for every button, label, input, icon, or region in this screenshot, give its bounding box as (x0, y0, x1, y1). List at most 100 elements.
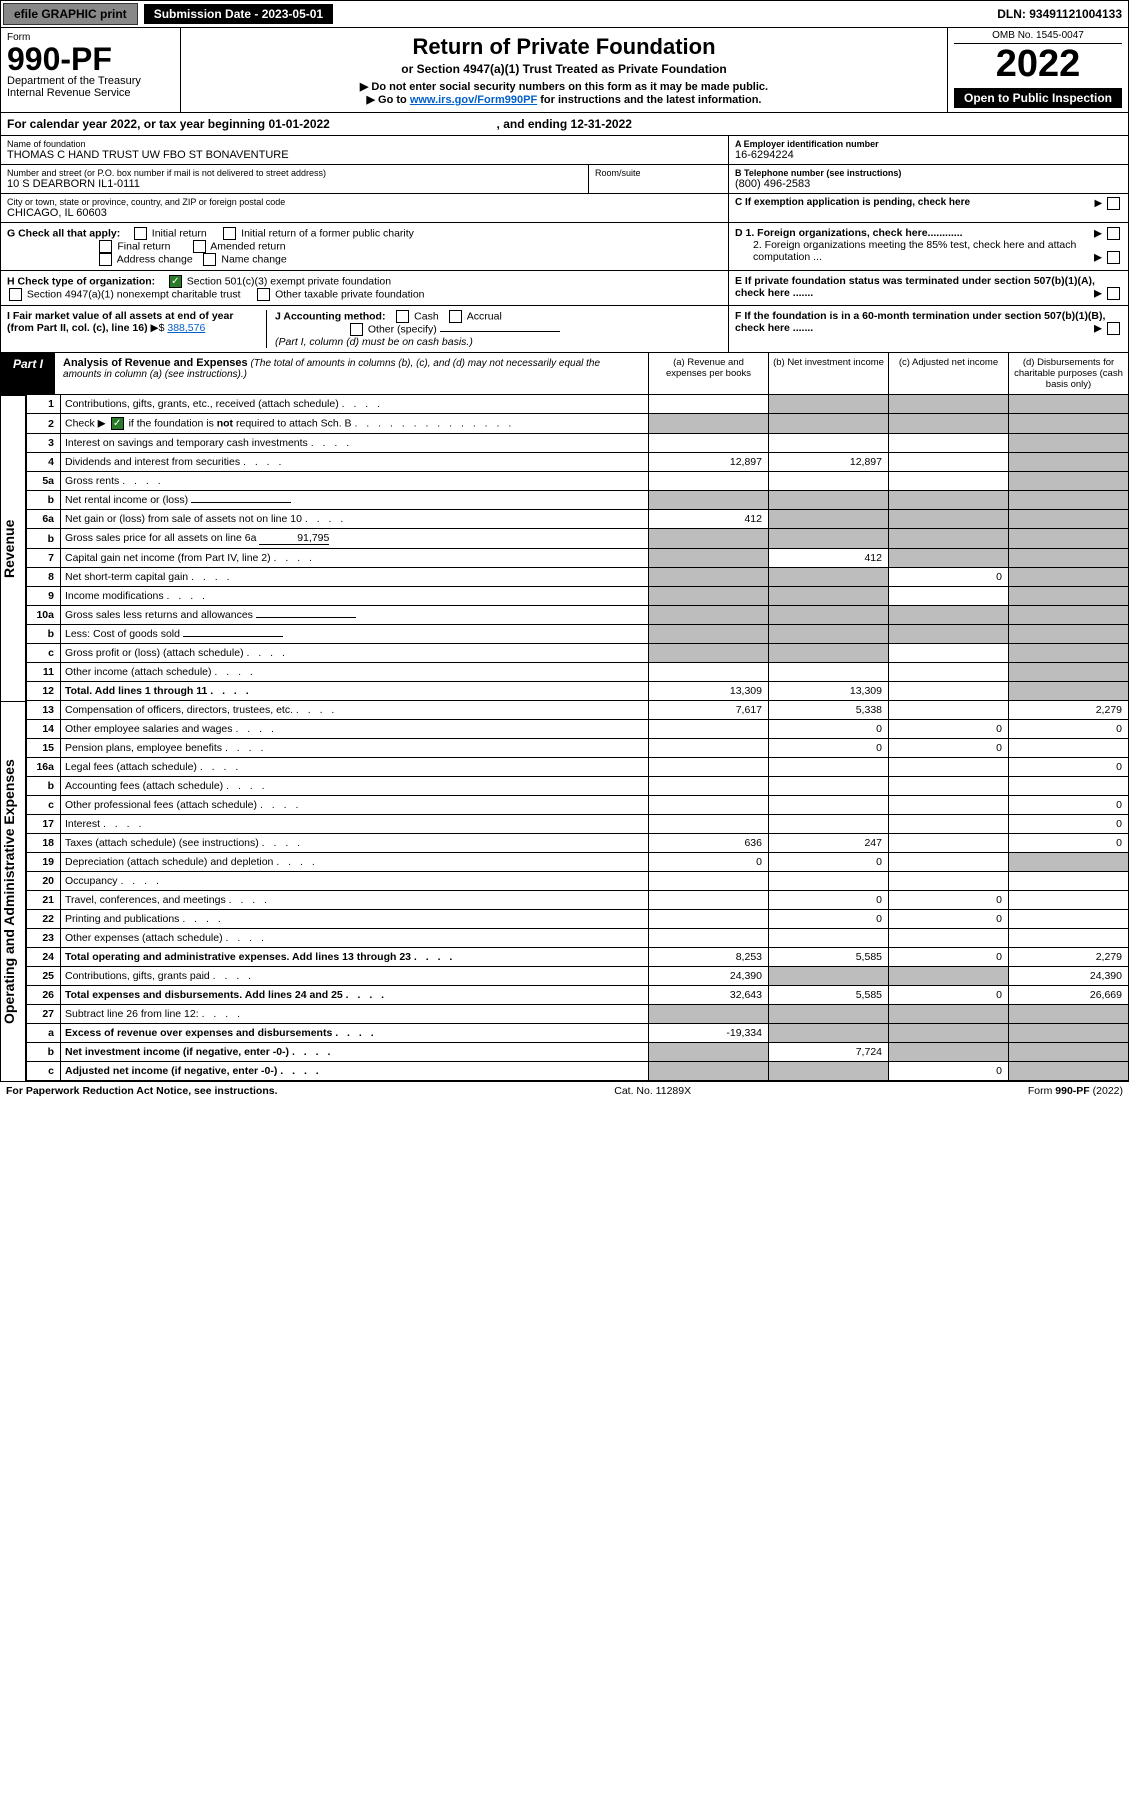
row-desc: Capital gain net income (from Part IV, l… (61, 549, 649, 568)
table-row: 24Total operating and administrative exp… (27, 948, 1129, 967)
row-desc: Net investment income (if negative, ente… (61, 1043, 649, 1062)
row-desc: Income modifications . . . . (61, 587, 649, 606)
c-checkbox[interactable] (1107, 197, 1120, 210)
value-cell (889, 815, 1009, 834)
i-j-section: I Fair market value of all assets at end… (1, 306, 728, 352)
dept-label: Department of the Treasury (7, 75, 174, 87)
value-cell (889, 414, 1009, 434)
row-desc: Contributions, gifts, grants, etc., rece… (61, 395, 649, 414)
value-cell (769, 663, 889, 682)
value-cell: 5,585 (769, 948, 889, 967)
g-address-checkbox[interactable] (99, 253, 112, 266)
d2-checkbox[interactable] (1107, 251, 1120, 264)
expenses-block: Operating and Administrative Expenses 13… (0, 701, 1129, 1081)
row-num: 15 (27, 739, 61, 758)
value-cell: 8,253 (649, 948, 769, 967)
value-cell: 0 (889, 568, 1009, 587)
submission-date: Submission Date - 2023-05-01 (144, 4, 333, 24)
row-num: c (27, 1062, 61, 1081)
value-cell (649, 720, 769, 739)
footer: For Paperwork Reduction Act Notice, see … (0, 1081, 1129, 1100)
g-initial-checkbox[interactable] (134, 227, 147, 240)
value-cell (769, 395, 889, 414)
ein-label: A Employer identification number (735, 139, 1122, 149)
i-value-link[interactable]: 388,576 (167, 322, 205, 334)
value-cell (769, 587, 889, 606)
value-cell (1009, 1062, 1129, 1081)
cal-mid: , and ending (497, 117, 571, 131)
row-num: 17 (27, 815, 61, 834)
row-desc: Net gain or (loss) from sale of assets n… (61, 510, 649, 529)
value-cell (1009, 1005, 1129, 1024)
efile-button[interactable]: efile GRAPHIC print (3, 3, 138, 25)
table-row: aExcess of revenue over expenses and dis… (27, 1024, 1129, 1043)
value-cell (769, 777, 889, 796)
value-cell (1009, 434, 1129, 453)
value-cell (889, 929, 1009, 948)
g-initial-former-checkbox[interactable] (223, 227, 236, 240)
addr-row: Number and street (or P.O. box number if… (1, 165, 728, 194)
value-cell: -19,334 (649, 1024, 769, 1043)
value-cell (1009, 414, 1129, 434)
col-d-header: (d) Disbursements for charitable purpose… (1008, 353, 1128, 394)
row-num: b (27, 491, 61, 510)
value-cell (889, 1024, 1009, 1043)
value-cell (649, 625, 769, 644)
value-cell (649, 1043, 769, 1062)
value-cell: 0 (889, 910, 1009, 929)
j-accrual-checkbox[interactable] (449, 310, 462, 323)
h-4947-checkbox[interactable] (9, 288, 22, 301)
schb-checkbox[interactable] (111, 417, 124, 430)
j-other: Other (specify) (368, 323, 437, 335)
g-final-checkbox[interactable] (99, 240, 112, 253)
row-desc: Travel, conferences, and meetings . . . … (61, 891, 649, 910)
dln: DLN: 93491121004133 (997, 7, 1126, 21)
value-cell (1009, 1024, 1129, 1043)
table-row: cOther professional fees (attach schedul… (27, 796, 1129, 815)
g-name-checkbox[interactable] (203, 253, 216, 266)
phone-cell: B Telephone number (see instructions) (8… (729, 165, 1128, 194)
d1-checkbox[interactable] (1107, 227, 1120, 240)
name-cell: Name of foundation THOMAS C HAND TRUST U… (1, 136, 728, 165)
f-label: F If the foundation is in a 60-month ter… (735, 310, 1105, 334)
row-num: a (27, 1024, 61, 1043)
table-row: 12Total. Add lines 1 through 11 . . . .1… (27, 682, 1129, 701)
value-cell (769, 472, 889, 491)
g-name-change: Name change (221, 253, 286, 265)
value-cell (1009, 491, 1129, 510)
row-desc: Legal fees (attach schedule) . . . . (61, 758, 649, 777)
row-desc: Gross rents . . . . (61, 472, 649, 491)
j-cash-checkbox[interactable] (396, 310, 409, 323)
header-right: OMB No. 1545-0047 2022 Open to Public In… (948, 28, 1128, 112)
value-cell (1009, 853, 1129, 872)
h-e-row: H Check type of organization: Section 50… (0, 271, 1129, 306)
h-501c3-checkbox[interactable] (169, 275, 182, 288)
e-checkbox[interactable] (1107, 287, 1120, 300)
row-desc: Total operating and administrative expen… (61, 948, 649, 967)
value-cell (649, 663, 769, 682)
cal-end: 12-31-2022 (571, 117, 632, 131)
table-row: bNet rental income or (loss) (27, 491, 1129, 510)
row-desc: Interest on savings and temporary cash i… (61, 434, 649, 453)
value-cell: 7,617 (649, 701, 769, 720)
j-other-checkbox[interactable] (350, 323, 363, 336)
footer-center: Cat. No. 11289X (614, 1085, 691, 1097)
value-cell (889, 872, 1009, 891)
h-other-checkbox[interactable] (257, 288, 270, 301)
addr-label: Number and street (or P.O. box number if… (7, 168, 582, 178)
row-num: 8 (27, 568, 61, 587)
tax-year: 2022 (954, 44, 1122, 86)
value-cell (1009, 929, 1129, 948)
g-amended-checkbox[interactable] (193, 240, 206, 253)
value-cell: 0 (889, 891, 1009, 910)
row-num: b (27, 529, 61, 549)
table-row: 3Interest on savings and temporary cash … (27, 434, 1129, 453)
foundation-name: THOMAS C HAND TRUST UW FBO ST BONAVENTUR… (7, 149, 722, 161)
table-row: 10aGross sales less returns and allowanc… (27, 606, 1129, 625)
value-cell: 0 (889, 1062, 1009, 1081)
form-link[interactable]: www.irs.gov/Form990PF (410, 94, 537, 106)
value-cell: 12,897 (769, 453, 889, 472)
d-section: D 1. Foreign organizations, check here..… (728, 223, 1128, 270)
f-checkbox[interactable] (1107, 322, 1120, 335)
value-cell: 24,390 (1009, 967, 1129, 986)
